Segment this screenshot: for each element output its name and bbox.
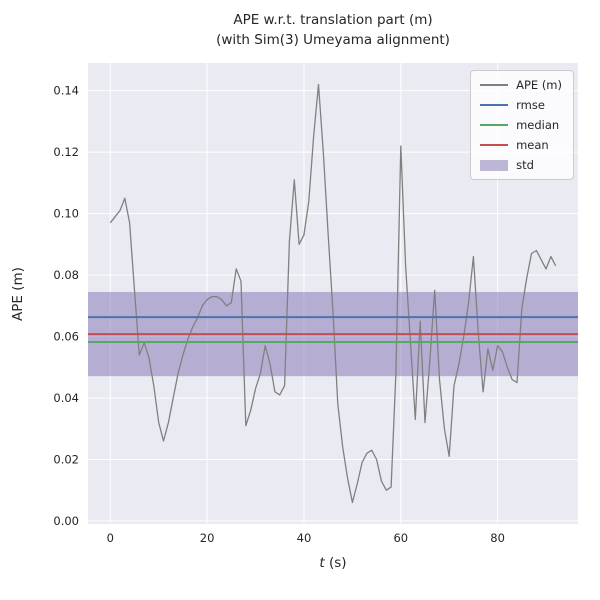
y-tick-label: 0.10	[53, 207, 79, 221]
x-tick-label: 0	[107, 531, 114, 545]
legend-label: mean	[516, 138, 549, 152]
y-tick-label: 0.14	[53, 84, 79, 98]
legend-label: median	[516, 118, 560, 132]
chart-title-line1: APE w.r.t. translation part (m)	[233, 12, 433, 28]
series-line-apem	[109, 83, 557, 504]
y-tick-label: 0.02	[53, 452, 79, 466]
legend-label: rmse	[516, 98, 545, 112]
y-tick-label: 0.08	[53, 268, 79, 282]
y-tick-label: 0.04	[53, 391, 79, 405]
legend-line-sample	[480, 84, 509, 86]
legend-label: APE (m)	[516, 78, 562, 92]
legend-entry-median: median	[480, 118, 562, 132]
legend-line-sample	[480, 144, 509, 146]
legend-label: std	[516, 158, 534, 172]
x-tick-label: 60	[393, 531, 408, 545]
legend-entry-apem: APE (m)	[480, 78, 562, 92]
x-axis-label-unit: (s)	[324, 555, 347, 571]
legend-entry-rmse: rmse	[480, 98, 562, 112]
chart-title-line2: (with Sim(3) Umeyama alignment)	[216, 32, 450, 48]
x-tick-label: 20	[200, 531, 215, 545]
legend-entry-mean: mean	[480, 138, 562, 152]
y-tick-label: 0.12	[53, 145, 79, 159]
legend-line-sample	[480, 124, 509, 126]
y-tick-label: 0.00	[53, 514, 79, 528]
y-tick-label: 0.06	[53, 330, 79, 344]
x-tick-label: 80	[490, 531, 505, 545]
legend-line-sample	[480, 104, 509, 106]
legend-entry-std: std	[480, 158, 562, 172]
legend-patch-sample	[480, 159, 509, 171]
legend: APE (m) rmse median mean std	[470, 70, 574, 180]
chart-title: APE w.r.t. translation part (m) (with Si…	[88, 10, 578, 50]
x-axis-label-variable: t	[319, 555, 325, 571]
x-axis-label: t (s)	[88, 555, 578, 571]
x-tick-label: 40	[297, 531, 312, 545]
